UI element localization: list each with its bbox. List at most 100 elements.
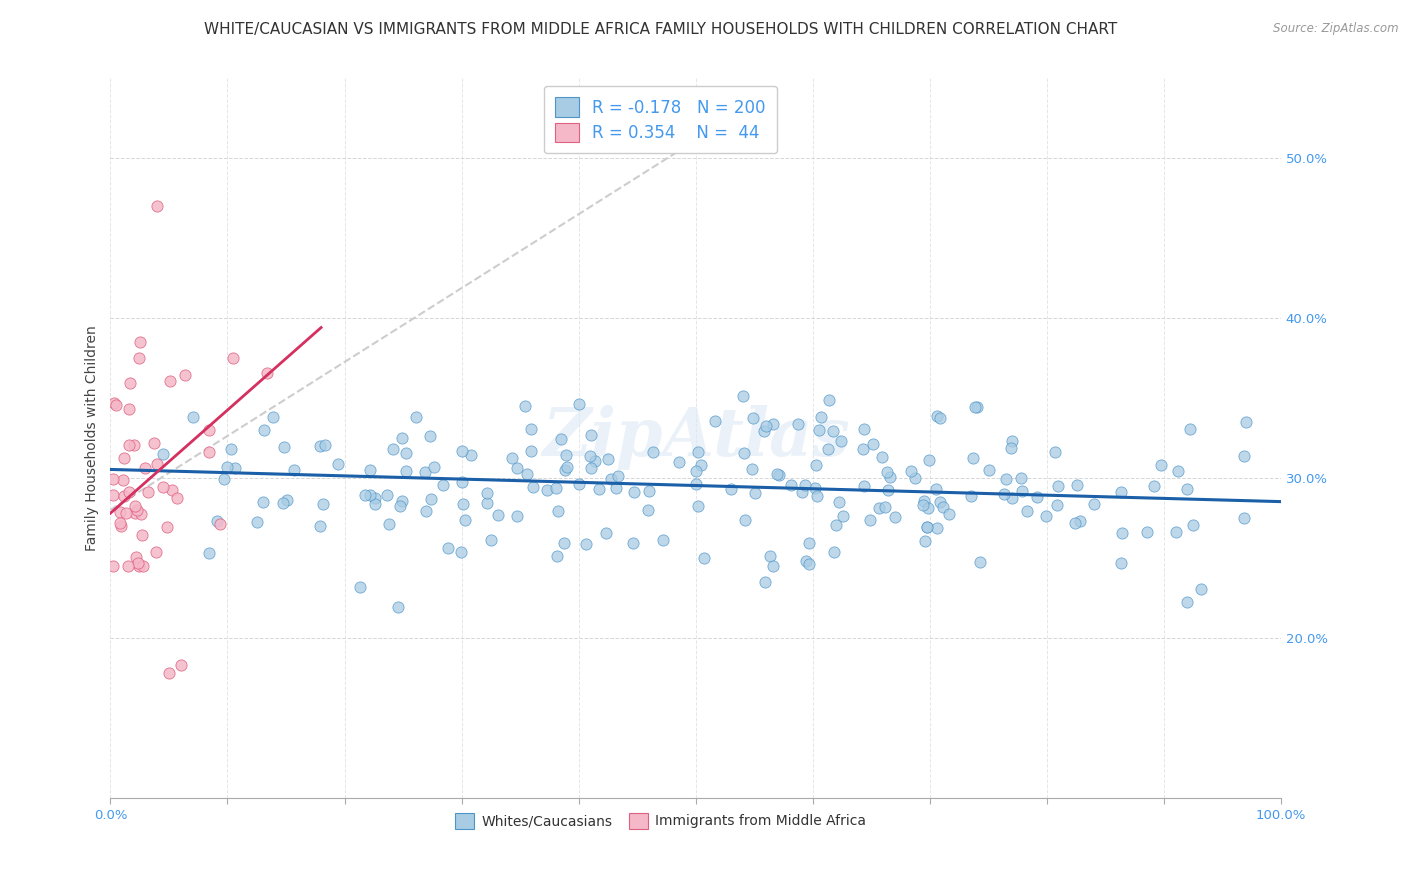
Point: [143, 435, 166, 450]
Point: [103, 488, 125, 502]
Point: [806, 489, 828, 503]
Point: [391, 431, 413, 445]
Point: [1035, 509, 1057, 524]
Point: [1189, 582, 1212, 596]
Point: [651, 533, 673, 548]
Point: [862, 437, 884, 451]
Point: [415, 504, 437, 518]
Point: [966, 400, 988, 414]
Point: [928, 411, 950, 425]
Point: [105, 398, 128, 412]
Point: [1026, 490, 1049, 504]
Point: [112, 451, 135, 466]
Point: [127, 557, 149, 571]
Point: [395, 446, 418, 460]
Point: [668, 454, 690, 468]
Point: [450, 444, 472, 458]
Point: [1181, 517, 1204, 532]
Point: [600, 472, 623, 486]
Point: [828, 495, 851, 509]
Point: [423, 460, 446, 475]
Point: [1001, 491, 1024, 506]
Point: [915, 520, 938, 534]
Point: [136, 484, 159, 499]
Point: [969, 555, 991, 569]
Point: [308, 519, 330, 533]
Text: ZipAtlas: ZipAtlas: [541, 405, 849, 470]
Point: [554, 463, 576, 477]
Point: [876, 465, 898, 479]
Point: [222, 351, 245, 365]
Point: [1233, 449, 1256, 463]
Point: [994, 472, 1017, 486]
Point: [555, 460, 578, 475]
Point: [451, 475, 474, 489]
Point: [595, 525, 617, 540]
Point: [924, 482, 946, 496]
Point: [755, 419, 778, 434]
Point: [690, 458, 713, 473]
Point: [205, 514, 228, 528]
Point: [451, 497, 474, 511]
Point: [420, 491, 443, 506]
Point: [754, 575, 776, 590]
Point: [209, 517, 232, 532]
Point: [349, 581, 371, 595]
Point: [378, 516, 401, 531]
Point: [1175, 482, 1198, 496]
Point: [118, 438, 141, 452]
Point: [873, 500, 896, 515]
Point: [432, 478, 454, 492]
Point: [692, 550, 714, 565]
Point: [993, 487, 1015, 501]
Point: [804, 481, 827, 495]
Point: [359, 488, 381, 502]
Point: [536, 483, 558, 497]
Point: [852, 442, 875, 456]
Point: [516, 467, 538, 481]
Point: [1150, 458, 1173, 472]
Point: [762, 559, 785, 574]
Point: [309, 439, 332, 453]
Point: [780, 477, 803, 491]
Point: [686, 499, 709, 513]
Point: [364, 491, 387, 506]
Point: [415, 465, 437, 479]
Point: [354, 488, 377, 502]
Point: [159, 374, 181, 388]
Point: [246, 516, 269, 530]
Point: [156, 519, 179, 533]
Point: [224, 460, 246, 475]
Point: [108, 516, 131, 530]
Point: [1011, 484, 1033, 499]
Point: [273, 440, 295, 454]
Point: [960, 489, 983, 503]
Point: [120, 376, 142, 391]
Y-axis label: Family Households with Children: Family Households with Children: [86, 325, 100, 550]
Point: [134, 461, 156, 475]
Point: [395, 464, 418, 478]
Point: [252, 495, 274, 509]
Point: [553, 536, 575, 550]
Point: [460, 448, 482, 462]
Point: [1109, 556, 1132, 570]
Point: [879, 470, 901, 484]
Point: [256, 366, 278, 380]
Point: [917, 501, 939, 516]
Point: [637, 503, 659, 517]
Point: [1066, 477, 1088, 491]
Point: [118, 401, 141, 416]
Point: [821, 424, 844, 438]
Point: [1001, 434, 1024, 448]
Point: [938, 507, 960, 521]
Point: [132, 558, 155, 573]
Point: [157, 666, 180, 681]
Point: [1135, 525, 1157, 540]
Point: [1064, 516, 1087, 531]
Point: [128, 334, 150, 349]
Point: [522, 480, 544, 494]
Point: [607, 468, 630, 483]
Point: [125, 503, 148, 517]
Point: [579, 461, 602, 475]
Point: [198, 424, 221, 438]
